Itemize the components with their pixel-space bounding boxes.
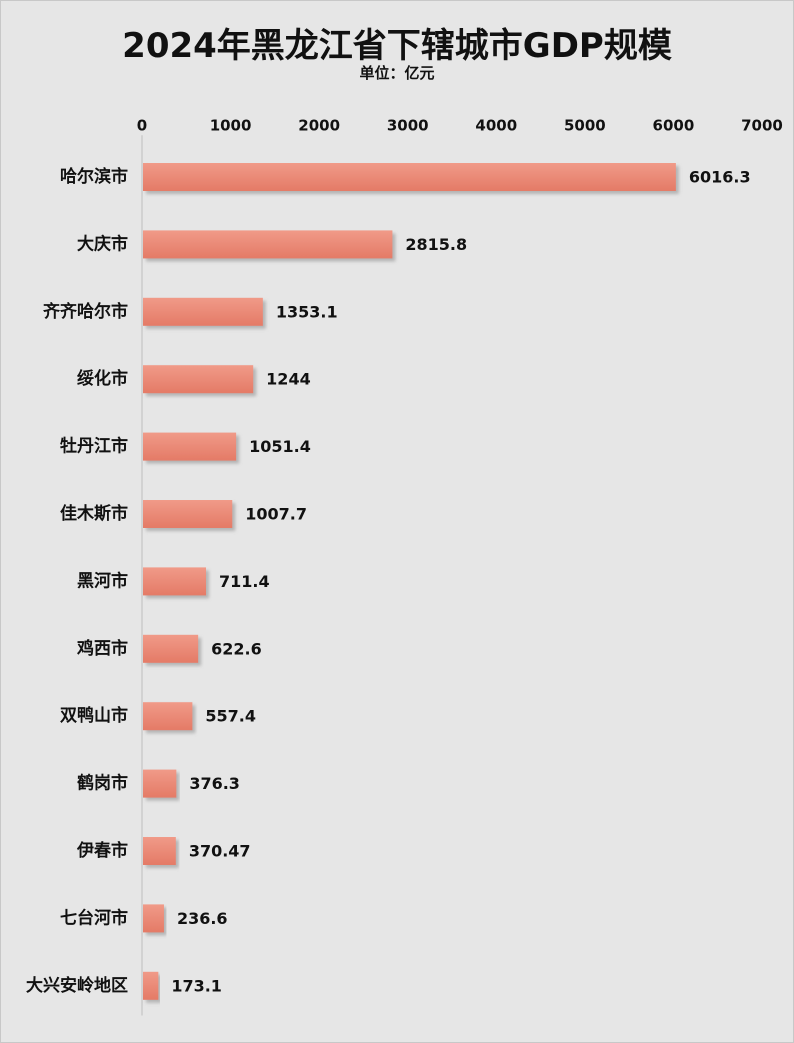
category-label-4: 牡丹江市 <box>60 436 128 457</box>
bar-9 <box>143 769 177 798</box>
category-label-1: 大庆市 <box>77 233 128 254</box>
category-labels: 哈尔滨市大庆市齐齐哈尔市绥化市牡丹江市佳木斯市黑河市鸡西市双鸭山市鹤岗市伊春市七… <box>26 166 128 996</box>
x-axis-ticks: 0 1000 2000 3000 4000 5000 6000 7000 <box>137 117 783 135</box>
category-label-6: 黑河市 <box>77 570 128 591</box>
value-label-6: 711.4 <box>219 572 270 591</box>
x-tick-label-1: 1000 <box>210 117 252 135</box>
category-label-7: 鸡西市 <box>76 638 128 659</box>
x-tick-label-7: 7000 <box>741 117 783 135</box>
value-label-11: 236.6 <box>177 909 228 928</box>
category-label-2: 齐齐哈尔市 <box>43 301 128 322</box>
chart-title: 2024年黑龙江省下辖城市GDP规模 <box>122 26 672 66</box>
value-label-8: 557.4 <box>205 707 256 726</box>
bar-10 <box>143 837 176 865</box>
bar-12 <box>143 971 159 1000</box>
value-label-3: 1244 <box>266 370 311 389</box>
bars <box>143 163 676 1000</box>
bar-11 <box>143 904 164 933</box>
chart-subtitle: 单位：亿元 <box>359 64 435 82</box>
bar-4 <box>143 432 237 461</box>
category-label-3: 绥化市 <box>77 368 128 389</box>
bar-1 <box>143 230 393 259</box>
value-label-7: 622.6 <box>211 639 262 658</box>
bar-8 <box>143 702 193 731</box>
bar-6 <box>143 567 207 596</box>
category-label-8: 双鸭山市 <box>60 705 128 726</box>
x-tick-label-5: 5000 <box>564 117 606 135</box>
x-tick-label-2: 2000 <box>298 117 340 135</box>
bar-2 <box>143 297 263 326</box>
category-label-10: 伊春市 <box>76 840 128 861</box>
x-tick-label-6: 6000 <box>653 117 695 135</box>
category-label-11: 七台河市 <box>60 907 128 928</box>
bar-5 <box>143 500 233 528</box>
category-label-0: 哈尔滨市 <box>60 166 128 187</box>
value-label-0: 6016.3 <box>689 168 751 187</box>
x-tick-label-4: 4000 <box>475 117 517 135</box>
value-label-10: 370.47 <box>189 842 251 861</box>
value-label-12: 173.1 <box>171 976 222 995</box>
category-label-12: 大兴安岭地区 <box>26 975 128 996</box>
value-label-4: 1051.4 <box>249 437 311 456</box>
bar-7 <box>143 634 199 663</box>
x-tick-label-0: 0 <box>137 117 147 135</box>
category-label-9: 鹤岗市 <box>77 773 128 794</box>
value-label-5: 1007.7 <box>245 505 307 524</box>
bar-0 <box>143 163 676 191</box>
bar-3 <box>143 365 254 394</box>
value-label-2: 1353.1 <box>276 302 338 321</box>
value-label-9: 376.3 <box>189 774 240 793</box>
x-tick-label-3: 3000 <box>387 117 429 135</box>
category-label-5: 佳木斯市 <box>60 503 128 524</box>
value-labels: 6016.3 2815.8 1353.1 1244 1051.4 1007.7 711.4 6… <box>171 168 750 996</box>
value-label-1: 2815.8 <box>405 235 467 254</box>
